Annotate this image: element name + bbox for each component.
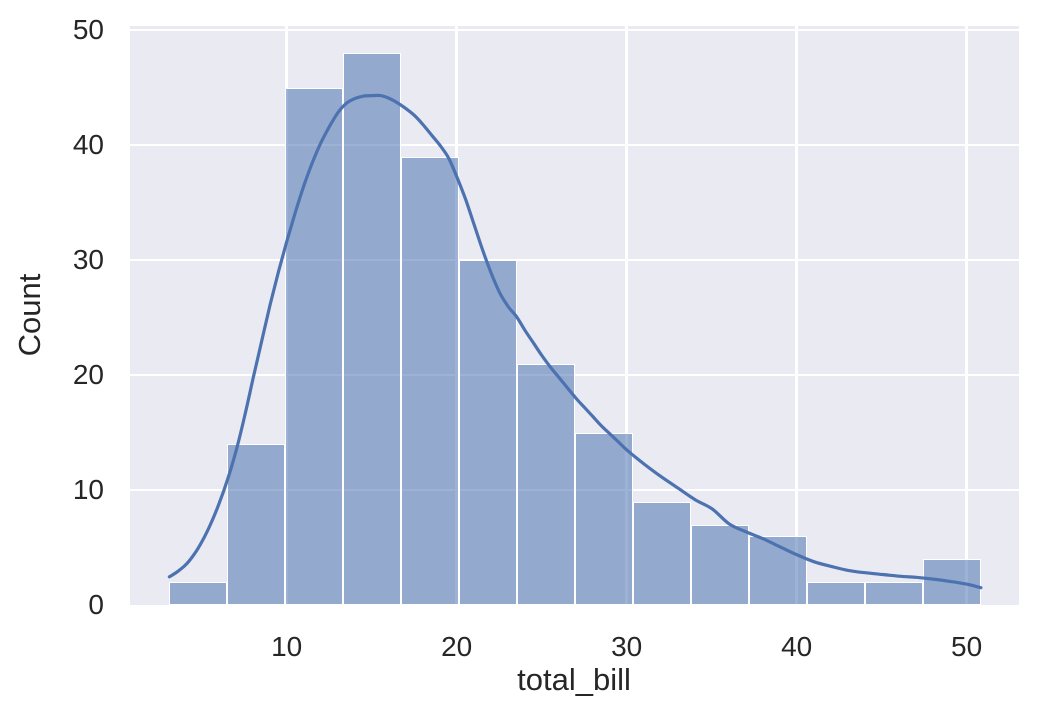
x-axis-label: total_bill — [517, 662, 631, 697]
y-tick-label: 0 — [88, 589, 104, 620]
x-tick-label: 30 — [611, 631, 643, 662]
histogram-bar — [284, 87, 343, 605]
y-gridline — [129, 258, 1019, 262]
histogram-bar — [168, 582, 227, 605]
histogram-bar — [632, 501, 691, 605]
histogram-bar — [690, 524, 749, 605]
x-tick-label: 50 — [951, 631, 983, 662]
y-tick-label: 20 — [72, 359, 104, 390]
x-tick-label: 40 — [781, 631, 813, 662]
kde-curve — [167, 93, 982, 589]
histogram-bar — [400, 156, 459, 605]
y-gridline — [129, 28, 1019, 32]
histogram-bar — [516, 363, 575, 605]
y-gridline — [129, 143, 1019, 147]
plot-area — [129, 25, 1019, 605]
x-gridline — [625, 25, 628, 605]
y-tick-label: 30 — [72, 244, 104, 276]
x-tick-label: 20 — [441, 631, 473, 662]
histogram-bar — [748, 536, 807, 605]
y-tick-label: 10 — [72, 474, 104, 505]
histogram-bar — [864, 582, 923, 605]
histogram-bar — [342, 53, 401, 605]
histogram-bar — [226, 444, 285, 605]
y-axis-label: Count — [12, 273, 47, 357]
kde-path — [167, 93, 982, 589]
histogram-bar — [458, 260, 517, 605]
y-tick-label: 40 — [72, 129, 104, 161]
y-tick-label: 50 — [72, 14, 104, 46]
histogram-bar — [574, 432, 633, 605]
x-gridline — [965, 25, 968, 605]
x-gridline — [795, 25, 798, 605]
histogram-bar — [806, 582, 865, 605]
x-tick-label: 10 — [271, 631, 303, 662]
